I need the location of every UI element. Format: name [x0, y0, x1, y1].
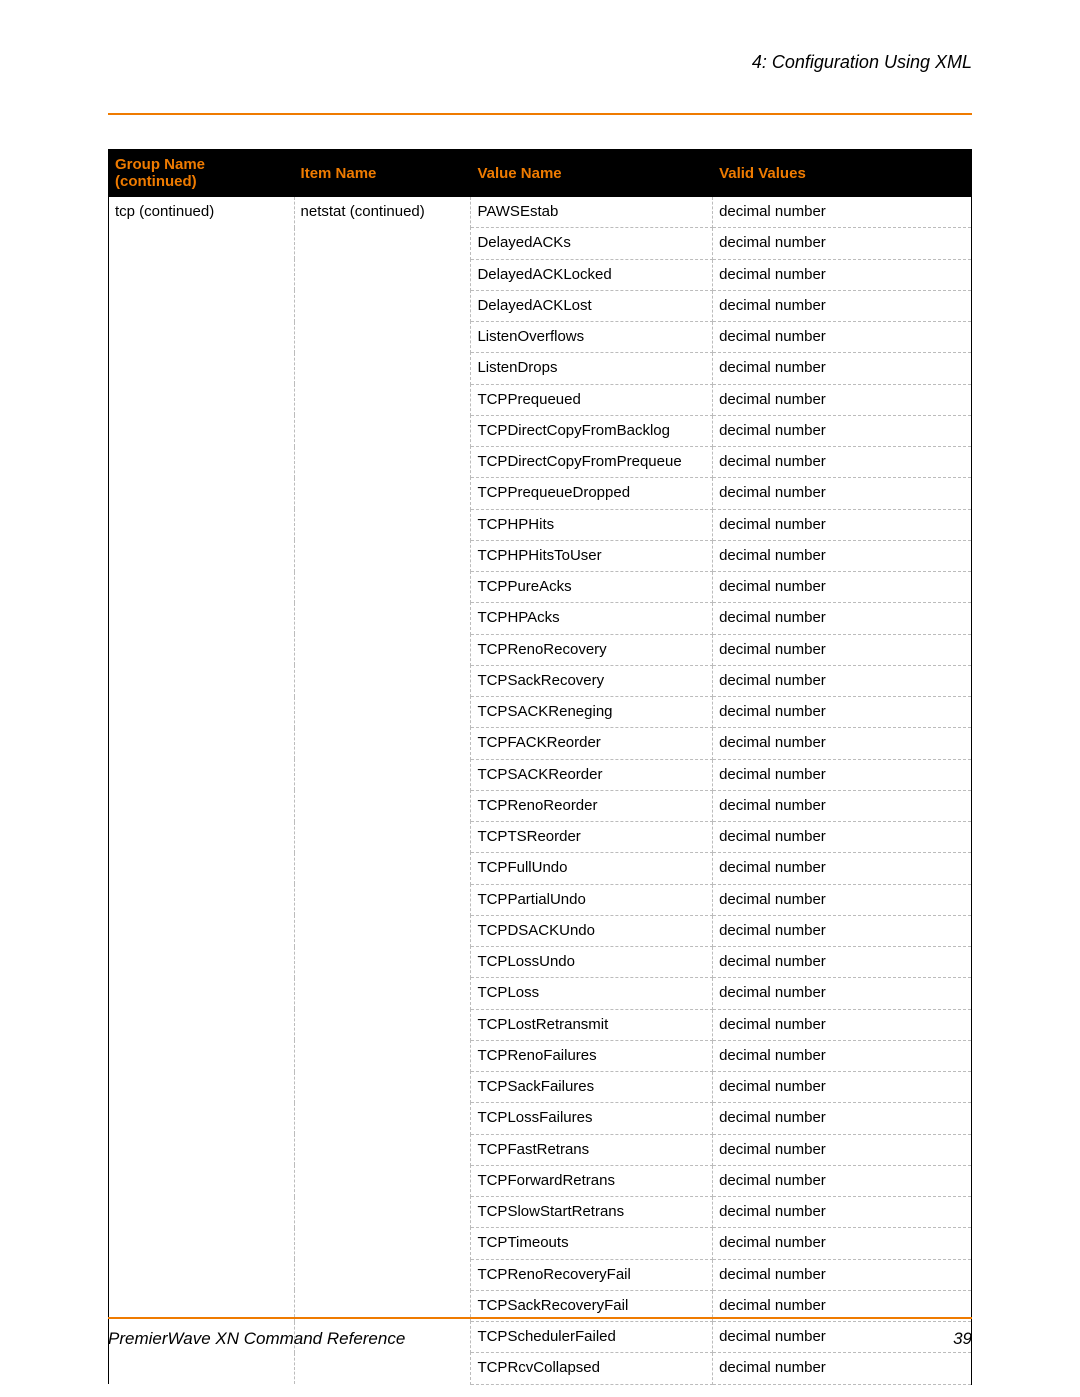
- cell-value-name: TCPPrequeued: [471, 384, 713, 415]
- cell-value-name: TCPHPAcks: [471, 603, 713, 634]
- cell-item-name: netstat (continued): [294, 197, 471, 1385]
- cell-valid-values: decimal number: [713, 1228, 972, 1259]
- cell-value-name: TCPSACKReorder: [471, 759, 713, 790]
- cell-value-name: TCPRenoFailures: [471, 1040, 713, 1071]
- cell-value-name: TCPPrequeueDropped: [471, 478, 713, 509]
- col-header-item-name: Item Name: [294, 150, 471, 197]
- cell-group-name: tcp (continued): [109, 197, 295, 1385]
- cell-valid-values: decimal number: [713, 415, 972, 446]
- cell-value-name: TCPHPHitsToUser: [471, 540, 713, 571]
- cell-value-name: DelayedACKLost: [471, 290, 713, 321]
- cell-valid-values: decimal number: [713, 1072, 972, 1103]
- cell-value-name: TCPRenoRecovery: [471, 634, 713, 665]
- cell-valid-values: decimal number: [713, 197, 972, 228]
- cell-value-name: TCPLossUndo: [471, 947, 713, 978]
- cell-value-name: TCPFastRetrans: [471, 1134, 713, 1165]
- col-header-group-name: Group Name (continued): [109, 150, 295, 197]
- cell-value-name: ListenOverflows: [471, 322, 713, 353]
- cell-valid-values: decimal number: [713, 384, 972, 415]
- cell-value-name: TCPLoss: [471, 978, 713, 1009]
- cell-valid-values: decimal number: [713, 1134, 972, 1165]
- cell-valid-values: decimal number: [713, 1009, 972, 1040]
- footer-doc-title: PremierWave XN Command Reference: [108, 1329, 405, 1349]
- cell-valid-values: decimal number: [713, 728, 972, 759]
- cell-value-name: TCPSlowStartRetrans: [471, 1197, 713, 1228]
- cell-valid-values: decimal number: [713, 1103, 972, 1134]
- col-header-valid-values: Valid Values: [713, 150, 972, 197]
- cell-valid-values: decimal number: [713, 259, 972, 290]
- cell-value-name: TCPPureAcks: [471, 572, 713, 603]
- cell-valid-values: decimal number: [713, 634, 972, 665]
- cell-valid-values: decimal number: [713, 1040, 972, 1071]
- cell-value-name: TCPDirectCopyFromPrequeue: [471, 447, 713, 478]
- cell-value-name: TCPForwardRetrans: [471, 1165, 713, 1196]
- cell-value-name: TCPRenoRecoveryFail: [471, 1259, 713, 1290]
- page: 4: Configuration Using XML Group Name (c…: [0, 0, 1080, 1397]
- cell-valid-values: decimal number: [713, 509, 972, 540]
- cell-valid-values: decimal number: [713, 1197, 972, 1228]
- table-body: tcp (continued)netstat (continued)PAWSEs…: [109, 197, 972, 1385]
- table-header-row: Group Name (continued) Item Name Value N…: [109, 150, 972, 197]
- cell-value-name: ListenDrops: [471, 353, 713, 384]
- cell-valid-values: decimal number: [713, 978, 972, 1009]
- cell-value-name: TCPLossFailures: [471, 1103, 713, 1134]
- cell-valid-values: decimal number: [713, 1165, 972, 1196]
- cell-valid-values: decimal number: [713, 572, 972, 603]
- cell-valid-values: decimal number: [713, 447, 972, 478]
- footer-line: PremierWave XN Command Reference 39: [108, 1329, 972, 1349]
- cell-value-name: TCPFACKReorder: [471, 728, 713, 759]
- cell-value-name: DelayedACKLocked: [471, 259, 713, 290]
- cell-value-name: TCPFullUndo: [471, 853, 713, 884]
- cell-value-name: TCPDirectCopyFromBacklog: [471, 415, 713, 446]
- cell-value-name: TCPSackFailures: [471, 1072, 713, 1103]
- cell-valid-values: decimal number: [713, 822, 972, 853]
- cell-valid-values: decimal number: [713, 1353, 972, 1384]
- col-header-value-name: Value Name: [471, 150, 713, 197]
- cell-valid-values: decimal number: [713, 322, 972, 353]
- cell-value-name: TCPPartialUndo: [471, 884, 713, 915]
- cell-valid-values: decimal number: [713, 665, 972, 696]
- cell-valid-values: decimal number: [713, 478, 972, 509]
- cell-value-name: TCPDSACKUndo: [471, 915, 713, 946]
- cell-valid-values: decimal number: [713, 228, 972, 259]
- cell-value-name: DelayedACKs: [471, 228, 713, 259]
- cell-valid-values: decimal number: [713, 1259, 972, 1290]
- cell-valid-values: decimal number: [713, 853, 972, 884]
- cell-valid-values: decimal number: [713, 540, 972, 571]
- footer-page-number: 39: [953, 1329, 972, 1349]
- data-table: Group Name (continued) Item Name Value N…: [108, 149, 972, 1385]
- cell-valid-values: decimal number: [713, 697, 972, 728]
- cell-value-name: TCPRcvCollapsed: [471, 1353, 713, 1384]
- cell-valid-values: decimal number: [713, 915, 972, 946]
- header-rule: [108, 113, 972, 115]
- cell-valid-values: decimal number: [713, 290, 972, 321]
- cell-valid-values: decimal number: [713, 759, 972, 790]
- cell-value-name: TCPTimeouts: [471, 1228, 713, 1259]
- cell-value-name: TCPTSReorder: [471, 822, 713, 853]
- cell-value-name: TCPSACKReneging: [471, 697, 713, 728]
- table-row: tcp (continued)netstat (continued)PAWSEs…: [109, 197, 972, 228]
- page-footer: PremierWave XN Command Reference 39: [108, 1293, 972, 1349]
- cell-valid-values: decimal number: [713, 353, 972, 384]
- cell-valid-values: decimal number: [713, 603, 972, 634]
- cell-value-name: TCPHPHits: [471, 509, 713, 540]
- cell-valid-values: decimal number: [713, 790, 972, 821]
- cell-valid-values: decimal number: [713, 947, 972, 978]
- cell-value-name: TCPSackRecovery: [471, 665, 713, 696]
- section-title: 4: Configuration Using XML: [108, 52, 972, 79]
- cell-value-name: TCPLostRetransmit: [471, 1009, 713, 1040]
- cell-value-name: TCPRenoReorder: [471, 790, 713, 821]
- cell-valid-values: decimal number: [713, 884, 972, 915]
- cell-value-name: PAWSEstab: [471, 197, 713, 228]
- footer-rule: [108, 1317, 972, 1319]
